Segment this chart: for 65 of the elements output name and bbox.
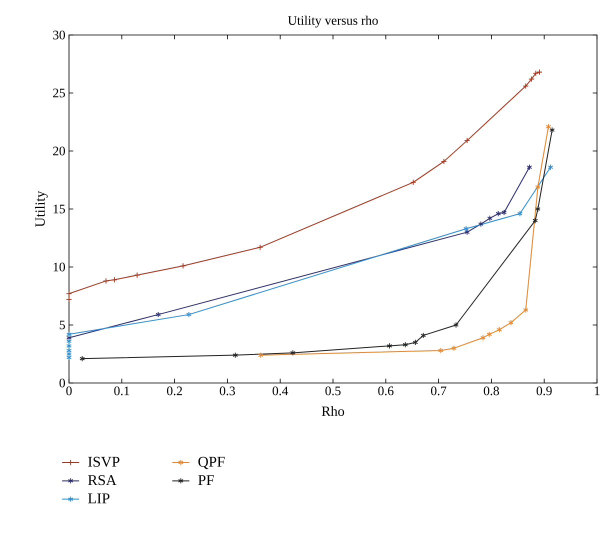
- x-tick-label: 0.6: [378, 386, 394, 396]
- point: [463, 226, 469, 232]
- point: [532, 70, 539, 76]
- x-tick-label: 0.7: [431, 386, 446, 396]
- point: [412, 339, 418, 346]
- point: [451, 345, 457, 352]
- x-tick-label: 0.5: [325, 386, 341, 396]
- y-tick-label: 15: [54, 204, 65, 214]
- y-tick-label: 30: [53, 30, 65, 40]
- point: [453, 322, 459, 328]
- point: [134, 272, 140, 278]
- point: [523, 306, 528, 313]
- point: [501, 209, 507, 216]
- point: [486, 331, 492, 338]
- point: [517, 210, 523, 217]
- point: [522, 83, 529, 90]
- chart-title: Utility versus rho: [288, 16, 378, 28]
- point: [480, 334, 486, 341]
- x-tick-label: 1: [594, 386, 600, 396]
- point: [102, 278, 109, 284]
- x-axis-title: Rho: [322, 406, 344, 416]
- point: [290, 350, 296, 356]
- y-tick-label: 10: [54, 262, 65, 272]
- point: [66, 331, 72, 338]
- point: [257, 244, 264, 250]
- y-axis-title: Utility: [34, 190, 48, 227]
- point: [386, 342, 392, 349]
- point: [478, 221, 484, 228]
- point: [66, 290, 72, 297]
- point: [528, 76, 535, 82]
- y-tick-label: 5: [60, 320, 65, 330]
- point: [535, 184, 541, 190]
- point: [440, 158, 447, 164]
- point: [438, 347, 444, 354]
- point: [402, 342, 408, 348]
- point: [232, 352, 238, 358]
- legend-label: LIP: [88, 494, 110, 504]
- point: [180, 262, 186, 269]
- x-tick-label: 0: [66, 386, 72, 396]
- point: [186, 312, 192, 318]
- x-tick-label: 0.9: [536, 386, 552, 396]
- point: [535, 206, 541, 212]
- y-tick-label: 20: [53, 146, 65, 156]
- point: [156, 312, 161, 318]
- point: [464, 138, 470, 144]
- legend-label: PF: [198, 475, 214, 485]
- point: [410, 179, 416, 186]
- y-tick-label: 0: [60, 378, 65, 388]
- point: [420, 332, 426, 338]
- point: [496, 210, 501, 217]
- x-tick-label: 0.8: [484, 386, 500, 396]
- x-tick-label: 0.3: [220, 386, 235, 396]
- x-tick-label: 0.1: [114, 386, 130, 396]
- legend-label: RSA: [88, 475, 117, 486]
- x-tick-label: 0.2: [167, 386, 182, 396]
- point: [111, 276, 118, 283]
- legend-label: ISVP: [88, 456, 120, 467]
- point: [508, 320, 514, 326]
- x-tick-label: 0.4: [272, 386, 288, 396]
- point: [487, 215, 493, 222]
- point: [464, 229, 470, 236]
- point: [532, 218, 538, 224]
- point: [496, 326, 502, 333]
- legend-label: QPF: [198, 456, 225, 470]
- y-tick-label: 25: [53, 88, 65, 98]
